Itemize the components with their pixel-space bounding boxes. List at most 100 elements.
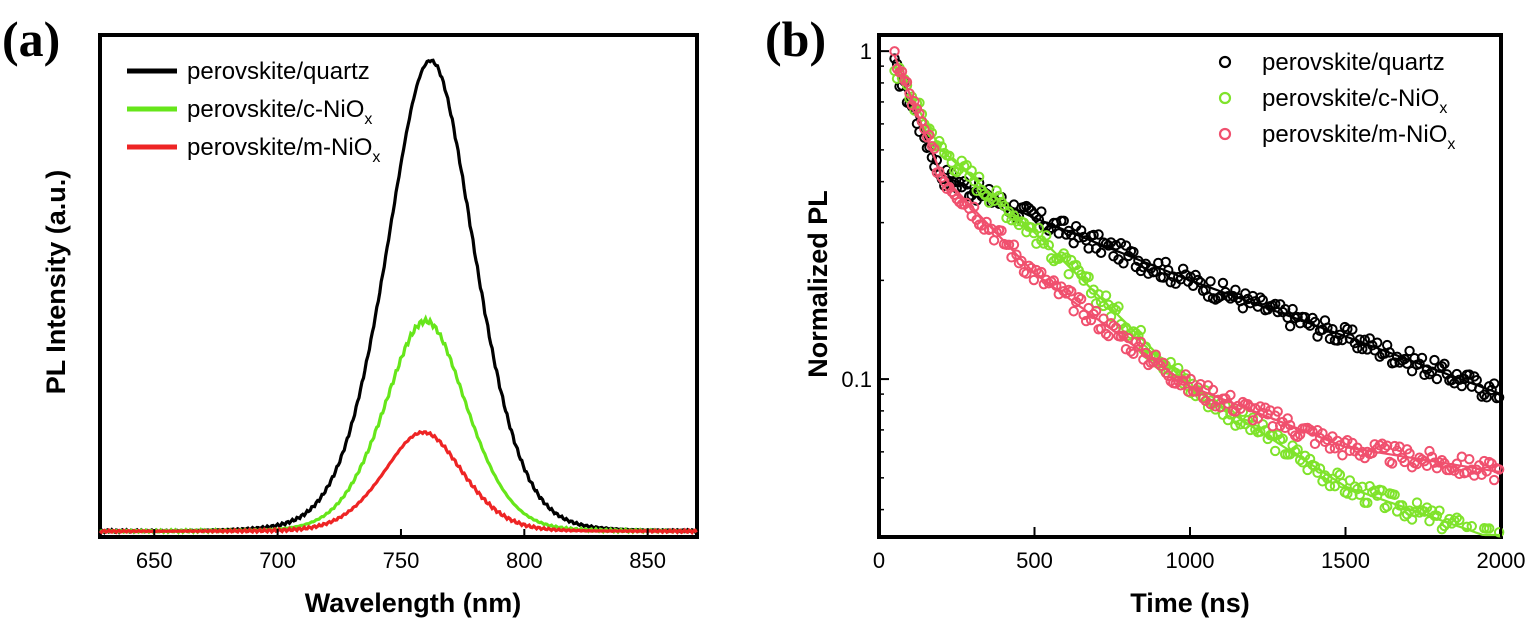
chart-b-data-point — [1441, 369, 1453, 380]
chart-b-data-point — [1135, 336, 1147, 348]
chart-b-data-point — [1205, 398, 1216, 410]
chart-b-data-point — [1068, 306, 1079, 317]
chart-b-series-group — [889, 46, 1505, 538]
chart-b-data-point — [1431, 373, 1443, 385]
legend-label: perovskite/m-NiOx — [1262, 121, 1455, 153]
chart-b-data-point — [1391, 506, 1403, 517]
chart-b-data-point — [1222, 414, 1234, 426]
chart-b-data-point — [1128, 246, 1139, 258]
chart-b-data-point — [1493, 464, 1505, 475]
chart-b-x-tick-label: 500 — [1016, 548, 1053, 573]
chart-b-data-point — [904, 88, 915, 99]
legend-label: perovskite/quartz — [1262, 49, 1445, 76]
chart-b-data-point — [1110, 239, 1122, 251]
chart-b-data-point — [1431, 463, 1443, 474]
chart-b-data-point — [1003, 239, 1015, 250]
chart-a-series-line — [98, 429, 698, 536]
legend-label-name: perovskite/c-NiO — [1262, 85, 1439, 112]
chart-b-data-point — [1023, 202, 1035, 214]
chart-b-data-point — [1337, 450, 1348, 461]
chart-b-data-point — [1347, 324, 1358, 335]
chart-b-data-point — [1036, 206, 1047, 217]
chart-b-y-tick-label: 1 — [860, 39, 872, 64]
chart-b-data-point — [1080, 315, 1092, 327]
chart-b-data-point — [1225, 389, 1236, 401]
legend-marker — [1218, 55, 1232, 69]
chart-b-legend: perovskite/quartzperovskite/c-NiOxperovs… — [1218, 49, 1455, 153]
chart-b-y-axis-label: Normalized PL — [803, 190, 833, 378]
legend-label: perovskite/c-NiOx — [1262, 85, 1447, 117]
chart-b-data-point — [1488, 378, 1500, 389]
chart-b-data-point — [946, 186, 957, 198]
chart-b-data-point — [1140, 347, 1152, 359]
chart-b-data-point — [1100, 328, 1112, 340]
chart-b-data-point — [1090, 305, 1102, 317]
chart-b-data-point — [1483, 523, 1495, 534]
chart-b-data-point — [1093, 229, 1104, 240]
chart-b-data-point — [1342, 323, 1353, 335]
chart-b-data-point — [1406, 365, 1418, 377]
chart-b-data-point — [1404, 345, 1415, 357]
chart-b-data-point — [1444, 464, 1455, 476]
chart-a-series-line — [98, 58, 698, 535]
chart-b-data-point — [1061, 252, 1072, 263]
chart-a-x-axis-label: Wavelength (nm) — [305, 588, 522, 618]
chart-b-data-point — [1036, 266, 1047, 278]
chart-b-data-point — [1309, 438, 1321, 450]
legend-marker — [1218, 91, 1232, 105]
legend-label-name: perovskite/quartz — [187, 58, 370, 85]
chart-b-data-point — [1205, 276, 1216, 287]
legend-label-name: perovskite/quartz — [1262, 49, 1445, 76]
chart-b-data-point — [1185, 373, 1196, 385]
chart-b-data-point — [1424, 445, 1435, 457]
chart-a-series-group — [98, 58, 698, 536]
legend-label-subscript: x — [372, 149, 380, 166]
chart-b-data-point — [1255, 292, 1266, 303]
chart-b-data-point — [1008, 210, 1020, 221]
chart-b-y-tick-label: 0.1 — [841, 367, 872, 392]
chart-b-data-point — [1065, 286, 1077, 297]
chart-b-data-point — [1434, 505, 1445, 516]
panel-a-label: (a) — [2, 11, 60, 67]
chart-b-data-point — [1379, 442, 1390, 454]
chart-b-data-point — [1113, 301, 1124, 312]
chart-b-data-point — [1190, 269, 1201, 281]
chart-b-data-point — [1277, 433, 1288, 444]
chart-b-data-point — [1063, 268, 1074, 280]
chart-b-data-point — [1008, 239, 1020, 250]
chart-b-data-point — [1324, 443, 1336, 454]
chart-b-x-tick-label: 1000 — [1166, 548, 1215, 573]
chart-b-data-point — [1287, 303, 1298, 315]
legend-label: perovskite/quartz — [187, 58, 370, 85]
chart-b-data-point — [1372, 337, 1383, 348]
legend-label-name: perovskite/m-NiO — [1262, 121, 1447, 148]
legend-label-subscript: x — [364, 111, 372, 128]
chart-b-data-point — [1272, 406, 1283, 417]
chart-b-data-point — [1153, 358, 1164, 369]
chart-b-data-point — [1312, 331, 1323, 342]
chart-b-data-point — [1292, 431, 1303, 443]
legend-label-subscript: x — [1447, 136, 1455, 153]
chart-b-data-point — [1332, 335, 1343, 346]
chart-b-data-point — [1451, 512, 1463, 523]
chart-b-data-point — [1414, 358, 1425, 369]
chart-a-legend: perovskite/quartzperovskite/c-NiOxperovs… — [127, 58, 380, 166]
chart-b-data-point — [1237, 303, 1249, 314]
chart-b-data-point — [1006, 252, 1017, 263]
chart-b-data-point — [1125, 346, 1137, 357]
chart-b-data-point — [1464, 369, 1475, 380]
panel-b-label: (b) — [765, 11, 826, 67]
chart-b-data-point — [988, 235, 1000, 246]
chart-a-x-tick-label: 650 — [136, 548, 173, 573]
chart-b-fit-line — [893, 55, 1502, 474]
chart-b-data-point — [1466, 464, 1477, 475]
chart-a-x-ticks: 650 700 750 800 850 — [136, 529, 666, 573]
chart-b-data-point — [1481, 392, 1492, 403]
chart-b-data-point — [1023, 260, 1035, 271]
chart-b-data-point — [991, 185, 1002, 196]
chart-b-data-point — [1013, 257, 1025, 269]
chart-b-x-tick-label: 2000 — [1477, 548, 1526, 573]
chart-a-y-axis-label: PL Intensity (a.u.) — [41, 170, 71, 395]
chart-b-data-point — [1088, 229, 1099, 241]
chart-b-data-point — [1245, 401, 1256, 413]
